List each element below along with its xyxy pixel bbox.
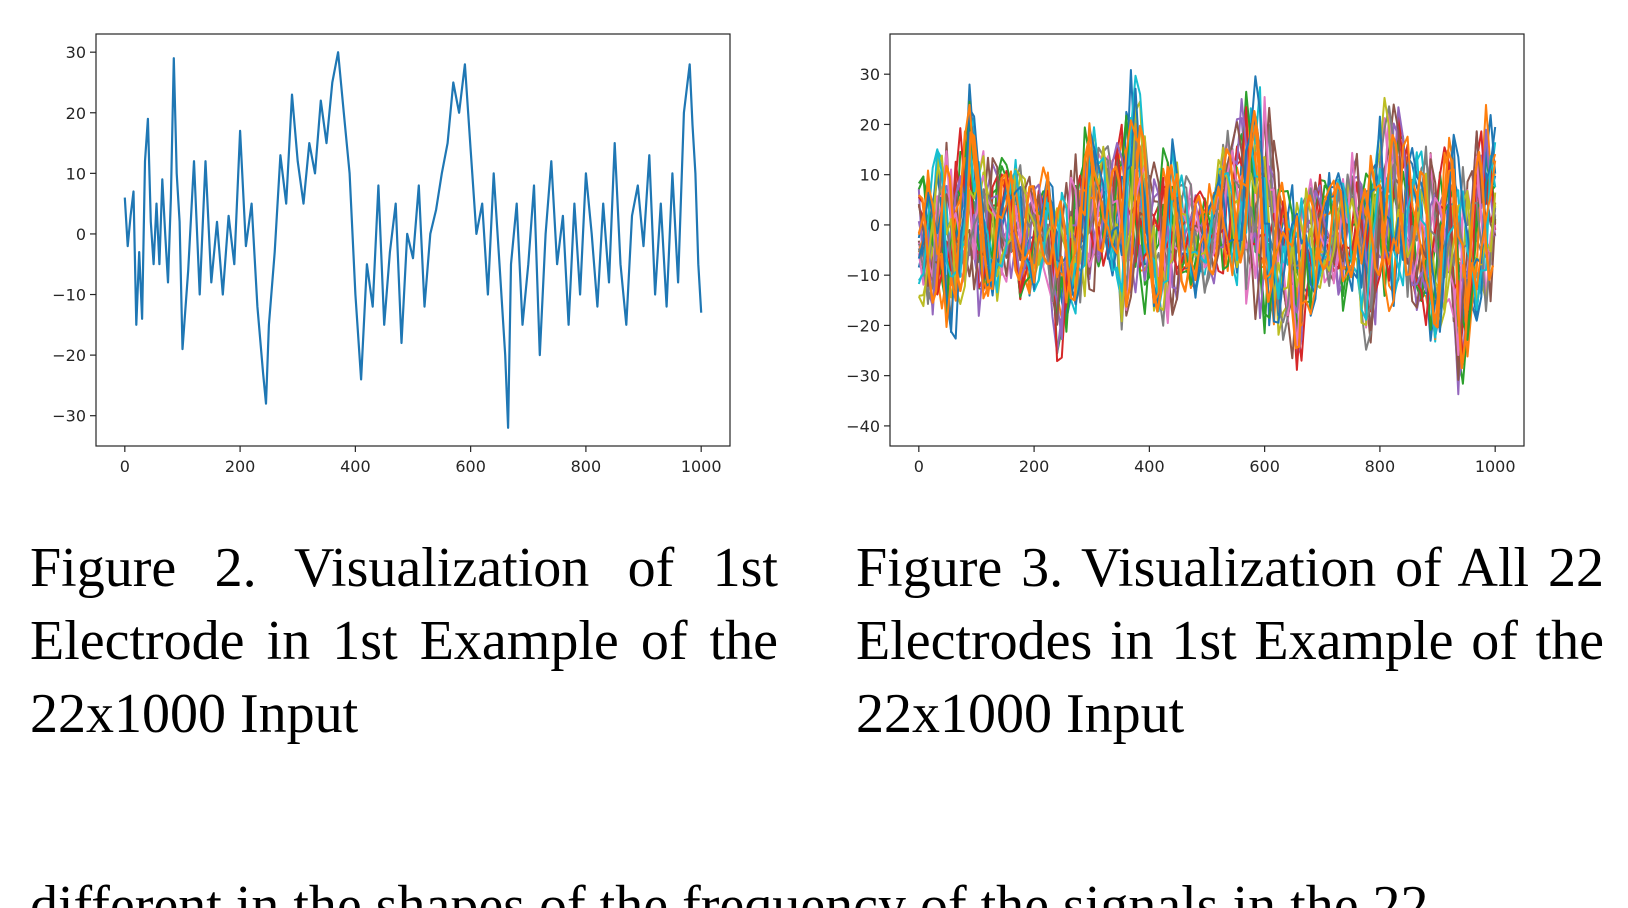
series-line-electrode-19 <box>917 95 1497 330</box>
figure-3-caption: Figure 3. Visualization of All 22 Electr… <box>856 537 1604 745</box>
x-tick-label: 1000 <box>1475 457 1516 476</box>
y-tick-label: 0 <box>76 225 86 244</box>
figure-2-chart: 0 200 400 600 800 1000 30 20 10 0 −10 −20 −30 <box>52 33 731 476</box>
y-tick-label: −20 <box>846 316 880 335</box>
plot-frame <box>95 33 731 447</box>
y-tick-label: 20 <box>66 104 86 123</box>
y-tick-label: −10 <box>52 286 86 305</box>
y-tick-label: 30 <box>66 43 86 62</box>
y-tick-label: −40 <box>846 417 880 436</box>
y-tick-label: 0 <box>870 216 880 235</box>
plot-frame <box>889 33 1525 447</box>
x-tick-label: 0 <box>914 457 924 476</box>
x-tick-label: 800 <box>571 457 602 476</box>
y-tick-label: −20 <box>52 346 86 365</box>
y-tick-label: 10 <box>66 164 86 183</box>
x-tick-label: 400 <box>1134 457 1165 476</box>
series-line-electrode-22 <box>917 103 1497 328</box>
body-text-cutoff: different in the shapes of the frequency… <box>30 875 1429 908</box>
y-tick-label: −30 <box>52 407 86 426</box>
figure-3-panel: 0 200 400 600 800 1000 30 20 10 0 −10 −20 −30 −40 Fig… <box>816 0 1606 760</box>
series-line-overlay <box>917 109 1495 370</box>
x-tick-label: 600 <box>1249 457 1280 476</box>
y-tick-label: −30 <box>846 367 880 386</box>
figure-3-chart: 0 200 400 600 800 1000 30 20 10 0 −10 −20 −30 −40 <box>846 33 1525 476</box>
y-tick-label: 10 <box>860 166 880 185</box>
x-tick-label: 0 <box>120 457 130 476</box>
x-tick-label: 800 <box>1365 457 1396 476</box>
x-tick-label: 200 <box>1019 457 1050 476</box>
y-tick-label: 30 <box>860 65 880 84</box>
x-tick-label: 1000 <box>681 457 722 476</box>
series-line-electrode-1 <box>123 51 703 429</box>
y-tick-label: 20 <box>860 115 880 134</box>
x-tick-label: 200 <box>225 457 256 476</box>
y-tick-label: −10 <box>846 266 880 285</box>
x-tick-label: 400 <box>340 457 371 476</box>
x-tick-label: 600 <box>455 457 486 476</box>
figure-2-panel: 0 200 400 600 800 1000 30 20 10 0 −10 −20 −30 Figure… <box>0 0 790 760</box>
figure-2-caption: Figure 2. Visualization of 1st Electrode… <box>30 537 778 745</box>
